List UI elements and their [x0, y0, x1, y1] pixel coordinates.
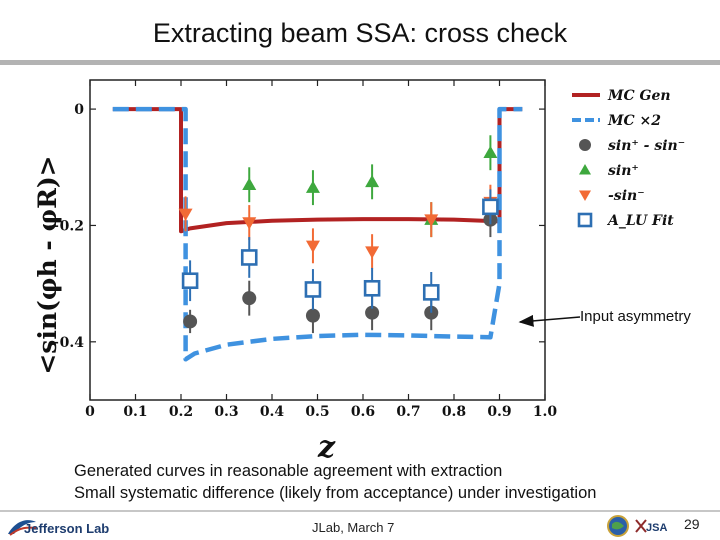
point-sinp	[242, 177, 257, 190]
legend-swatch-msinm	[579, 190, 591, 201]
y-axis-label: <sin(φh - φR)>	[33, 155, 62, 374]
legend: MC Gen MC ×2 sin⁺ - sin⁻ sin⁺ -sin⁻ A_LU Fit	[572, 88, 685, 229]
legend-swatch-sinpm	[579, 139, 591, 151]
x-tick-label: 0.5	[305, 404, 329, 420]
point-msinm	[305, 240, 320, 253]
point-sinpm	[424, 305, 439, 320]
y-tick-label: −0.4	[48, 335, 84, 351]
x-tick-label: 0	[85, 404, 95, 420]
plot-frame	[89, 79, 546, 401]
legend-label-alu: A_LU Fit	[606, 213, 674, 229]
point-sinpm	[365, 305, 380, 320]
y-tick-label: 0	[74, 102, 84, 118]
series-line-mcx2	[112, 106, 523, 362]
title-divider	[0, 60, 720, 65]
x-tick-label: 0.2	[169, 404, 193, 420]
footer-date: JLab, March 7	[312, 520, 395, 535]
axis-ticks: 0 0.1 0.2 0.3 0.4 0.5 0.6 0.7 0.8 0.9 1.0 0 −0.2 −0.4	[48, 80, 558, 420]
legend-label-msinm: -sin⁻	[608, 188, 645, 204]
x-tick-label: 0.8	[442, 404, 466, 420]
annotation-arrow	[518, 314, 581, 327]
legend-swatch-sinp	[579, 164, 591, 175]
point-msinm	[365, 246, 380, 259]
point-alu	[482, 198, 499, 216]
jsa-logo-text: JSA	[646, 522, 667, 534]
point-alu	[363, 279, 381, 297]
point-sinp	[365, 174, 380, 188]
x-tick-label: 1.0	[533, 404, 558, 420]
point-alu	[304, 281, 322, 298]
annotation-input-asymmetry: Input asymmetry	[580, 308, 691, 325]
legend-label-sinpm: sin⁺ - sin⁻	[608, 138, 685, 154]
legend-label-sinp: sin⁺	[608, 163, 639, 179]
point-sinp	[483, 145, 498, 158]
jefferson-lab-logo-text: Jefferson Lab	[24, 521, 109, 536]
series-layer	[112, 106, 523, 362]
point-sinpm	[242, 291, 257, 306]
point-alu	[181, 272, 199, 290]
slide-title: Extracting beam SSA: cross check	[152, 18, 568, 48]
jsa-logo-icon: JSA	[635, 519, 667, 534]
legend-label-mcgen: MC Gen	[607, 88, 671, 104]
x-axis-label: z	[318, 430, 336, 465]
y-tick-label: −0.2	[48, 218, 84, 234]
point-sinpm	[305, 308, 320, 323]
point-alu	[240, 249, 258, 266]
point-sinpm	[183, 314, 198, 329]
footer-divider	[0, 510, 720, 512]
jefferson-lab-logo: Jefferson Lab	[8, 520, 109, 536]
body-line-1: Generated curves in reasonable agreement…	[74, 462, 503, 480]
body-line-2: Small systematic difference (likely from…	[74, 484, 597, 502]
globe-icon	[607, 515, 629, 537]
point-alu	[422, 284, 440, 301]
page-number: 29	[684, 516, 700, 532]
point-sinp	[305, 180, 320, 193]
point-msinm	[178, 208, 193, 221]
point-msinm	[424, 214, 439, 227]
x-tick-label: 0.1	[123, 404, 147, 420]
asymmetry-chart: 0 0.1 0.2 0.3 0.4 0.5 0.6 0.7 0.8 0.9 1.0 0 −0.2 −0.4…	[48, 79, 685, 420]
legend-label-mcx2: MC ×2	[607, 113, 661, 129]
legend-swatch-alu	[577, 212, 593, 228]
footer-icons: JSA	[607, 515, 667, 537]
y-axis-label-text: <sin(φh - φR)>	[33, 155, 62, 374]
body-text: Generated curves in reasonable agreement…	[74, 460, 596, 504]
x-tick-label: 0.3	[214, 404, 238, 420]
x-tick-label: 0.7	[396, 404, 420, 420]
x-tick-label: 0.9	[487, 404, 511, 420]
x-tick-label: 0.6	[351, 404, 375, 420]
x-tick-label: 0.4	[260, 404, 285, 420]
point-msinm	[242, 217, 257, 230]
